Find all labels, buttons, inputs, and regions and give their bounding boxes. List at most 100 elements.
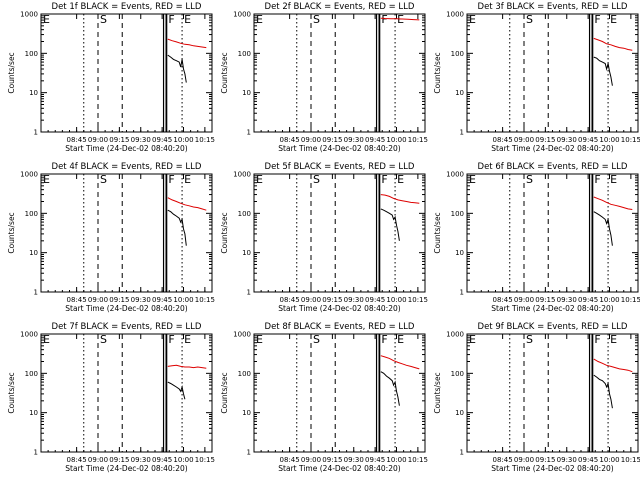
y-axis-label: Counts/sec — [220, 212, 229, 253]
panel-title: Det 3f BLACK = Events, RED = LLD — [478, 2, 628, 12]
x-tick-label: 09:00 — [88, 136, 108, 144]
panel-title: Det 9f BLACK = Events, RED = LLD — [478, 322, 628, 332]
y-tick-label: 1000 — [20, 331, 38, 339]
marker-label: S — [526, 13, 533, 26]
x-axis-label: Start Time (24-Dec-02 08:40:20) — [278, 144, 400, 153]
x-tick-label: 09:00 — [301, 296, 321, 304]
panel-title: Det 8f BLACK = Events, RED = LLD — [265, 322, 415, 332]
x-tick-label: 09:45 — [152, 296, 172, 304]
marker-label: E — [43, 173, 50, 186]
marker-label: S — [313, 13, 320, 26]
x-tick-label: 09:45 — [578, 296, 598, 304]
panel-7: Det 7f BLACK = Events, RED = LLD 1 10 100 10… — [7, 322, 215, 473]
marker-label: E — [43, 13, 50, 26]
events-series-line — [380, 208, 400, 241]
x-tick-label: 10:15 — [408, 136, 428, 144]
x-tick-label: 08:45 — [67, 456, 87, 464]
y-tick-label: 1 — [460, 449, 464, 457]
x-tick-label: 09:45 — [152, 136, 172, 144]
x-tick-label: 09:15 — [535, 136, 555, 144]
x-tick-label: 09:00 — [88, 296, 108, 304]
marker-label: S — [313, 333, 320, 346]
marker-label: E — [256, 173, 263, 186]
y-tick-label: 10 — [455, 89, 464, 97]
x-tick-label: 10:15 — [408, 296, 428, 304]
x-tick-label: 09:00 — [301, 456, 321, 464]
x-tick-label: 08:45 — [493, 296, 513, 304]
y-tick-label: 10 — [242, 249, 251, 257]
panel-title: Det 2f BLACK = Events, RED = LLD — [265, 2, 415, 12]
y-tick-label: 100 — [451, 50, 464, 58]
y-axis-label: Counts/sec — [433, 372, 442, 413]
lld-series-line — [167, 364, 207, 369]
marker-label: E — [256, 333, 263, 346]
x-tick-label: 09:45 — [365, 136, 385, 144]
x-tick-label: 09:30 — [557, 296, 577, 304]
x-tick-label: 09:45 — [578, 136, 598, 144]
x-tick-label: 10:00 — [173, 296, 193, 304]
marker-label: S — [100, 333, 107, 346]
x-tick-label: 09:30 — [557, 136, 577, 144]
x-axis-label: Start Time (24-Dec-02 08:40:20) — [491, 464, 613, 473]
events-series-line — [167, 381, 186, 400]
y-tick-label: 10 — [455, 249, 464, 257]
y-tick-label: 100 — [238, 210, 251, 218]
plot-frame — [253, 333, 426, 453]
panel-title: Det 4f BLACK = Events, RED = LLD — [52, 162, 202, 172]
y-tick-label: 10 — [242, 89, 251, 97]
lld-series-line — [380, 355, 420, 370]
y-tick-label: 100 — [25, 210, 38, 218]
lld-series-line — [593, 37, 633, 51]
x-tick-label: 09:15 — [109, 456, 129, 464]
panel-3: Det 3f BLACK = Events, RED = LLD 1 10 100 10… — [433, 2, 640, 153]
x-tick-label: 09:00 — [514, 296, 534, 304]
y-tick-label: 1 — [460, 289, 464, 297]
y-tick-label: 1 — [247, 449, 251, 457]
marker-label: E — [469, 13, 476, 26]
plot-frame — [253, 173, 426, 293]
plot-frame — [40, 333, 213, 453]
x-tick-label: 08:45 — [493, 136, 513, 144]
x-tick-label: 08:45 — [280, 296, 300, 304]
events-series-line — [380, 371, 400, 406]
x-tick-label: 09:30 — [344, 136, 364, 144]
plot-frame — [466, 13, 639, 133]
x-tick-label: 09:45 — [365, 456, 385, 464]
lld-series-line — [380, 194, 420, 204]
x-tick-label: 09:30 — [131, 136, 151, 144]
y-tick-label: 10 — [29, 249, 38, 257]
events-series-line — [167, 54, 187, 83]
plot-frame — [466, 333, 639, 453]
marker-label: S — [526, 173, 533, 186]
marker-label: F — [594, 173, 600, 186]
y-tick-label: 1 — [34, 449, 38, 457]
events-series-line — [593, 374, 613, 409]
panel-2: Det 2f BLACK = Events, RED = LLD 1 10 100 10… — [220, 2, 428, 153]
panel-8: Det 8f BLACK = Events, RED = LLD 1 10 100 10… — [220, 322, 428, 473]
panel-title: Det 1f BLACK = Events, RED = LLD — [52, 2, 202, 12]
lld-series-line — [167, 197, 207, 211]
y-tick-label: 1 — [460, 129, 464, 137]
y-tick-label: 1 — [34, 289, 38, 297]
y-axis-label: Counts/sec — [433, 52, 442, 93]
x-tick-label: 09:45 — [152, 456, 172, 464]
y-tick-label: 100 — [25, 50, 38, 58]
lld-series-line — [593, 196, 633, 210]
marker-label: E — [184, 13, 191, 26]
x-tick-label: 09:30 — [344, 296, 364, 304]
x-tick-label: 09:00 — [88, 456, 108, 464]
plot-frame — [253, 13, 426, 133]
y-tick-label: 1000 — [20, 11, 38, 19]
x-tick-label: 10:00 — [386, 136, 406, 144]
x-tick-label: 09:00 — [301, 136, 321, 144]
x-axis-label: Start Time (24-Dec-02 08:40:20) — [491, 144, 613, 153]
x-axis-label: Start Time (24-Dec-02 08:40:20) — [278, 464, 400, 473]
x-tick-label: 10:15 — [195, 136, 215, 144]
marker-label: E — [610, 13, 617, 26]
plot-frame — [466, 173, 639, 293]
x-tick-label: 09:30 — [131, 456, 151, 464]
x-tick-label: 10:00 — [386, 296, 406, 304]
x-tick-label: 10:00 — [599, 456, 619, 464]
marker-label: F — [594, 13, 600, 26]
y-tick-label: 10 — [242, 409, 251, 417]
